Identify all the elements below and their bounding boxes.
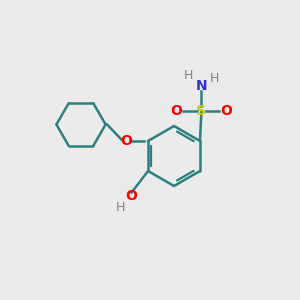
Text: O: O	[170, 104, 182, 118]
Text: S: S	[196, 104, 206, 118]
Text: H: H	[209, 72, 219, 86]
Text: H: H	[116, 201, 125, 214]
Text: O: O	[126, 189, 137, 203]
Text: N: N	[196, 79, 207, 92]
Text: O: O	[121, 134, 132, 148]
Text: H: H	[184, 69, 194, 82]
Text: O: O	[221, 104, 232, 118]
